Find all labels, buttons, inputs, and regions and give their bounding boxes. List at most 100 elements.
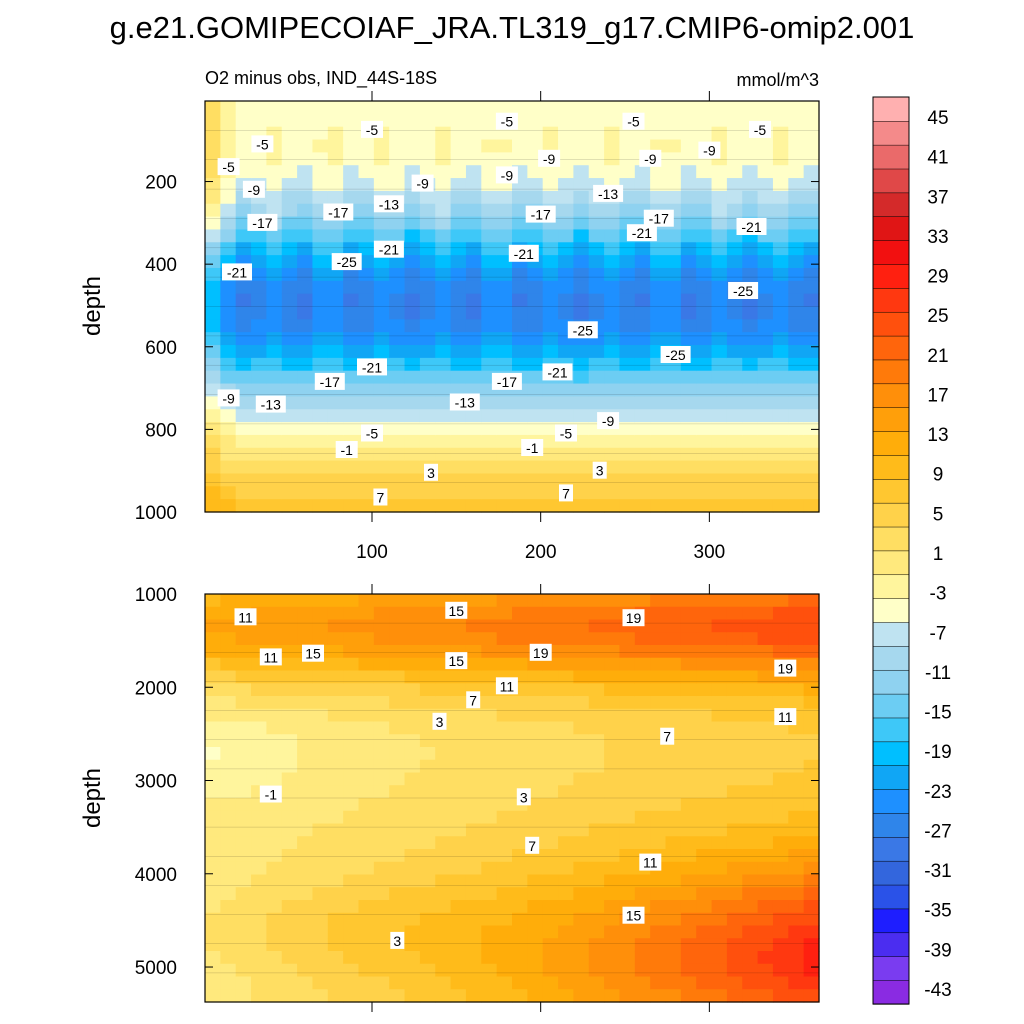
field-cell bbox=[496, 306, 513, 320]
field-cell bbox=[297, 836, 314, 850]
field-cell bbox=[312, 708, 329, 723]
field-cell bbox=[496, 645, 513, 659]
field-cell bbox=[619, 861, 636, 876]
field-cell bbox=[404, 460, 421, 475]
field-cell bbox=[772, 938, 789, 952]
field-cell bbox=[634, 101, 651, 115]
field-cell bbox=[757, 721, 774, 735]
field-cell bbox=[650, 383, 667, 397]
field-cell bbox=[665, 332, 682, 346]
field-cell bbox=[312, 632, 329, 646]
field-cell bbox=[772, 332, 789, 346]
field-cell bbox=[542, 976, 559, 990]
field-cell bbox=[481, 836, 498, 850]
field-cell bbox=[266, 101, 283, 115]
field-cell bbox=[542, 861, 559, 876]
contour-label-box bbox=[242, 180, 265, 198]
field-cell bbox=[711, 332, 728, 346]
field-cell bbox=[281, 810, 298, 825]
field-cell bbox=[450, 708, 467, 723]
field-cell bbox=[726, 594, 743, 608]
field-cell bbox=[220, 594, 237, 608]
contour-label: 15 bbox=[449, 653, 465, 669]
field-cell bbox=[726, 332, 743, 346]
field-cell bbox=[512, 772, 528, 786]
field-cell bbox=[803, 836, 820, 850]
field-cell bbox=[573, 152, 590, 166]
field-cell bbox=[650, 267, 667, 282]
field-cell bbox=[312, 319, 329, 333]
field-cell bbox=[481, 203, 498, 218]
colorbar-swatch bbox=[872, 645, 910, 671]
field-cell bbox=[297, 203, 314, 218]
field-cell bbox=[281, 925, 298, 939]
field-cell bbox=[205, 101, 221, 115]
field-cell bbox=[404, 874, 421, 888]
contour-label: -21 bbox=[547, 364, 567, 380]
field-cell bbox=[650, 190, 667, 205]
field-cell bbox=[711, 216, 728, 231]
colorbar-label: 21 bbox=[927, 346, 948, 367]
field-cell bbox=[527, 280, 544, 295]
field-cell bbox=[634, 938, 651, 952]
field-cell bbox=[711, 912, 728, 927]
field-cell bbox=[619, 255, 636, 269]
field-cell bbox=[266, 874, 283, 888]
contour-label-box bbox=[622, 112, 645, 130]
contour-label-box bbox=[361, 424, 383, 442]
field-cell bbox=[527, 113, 544, 128]
field-cell bbox=[343, 823, 360, 837]
field-cell bbox=[373, 606, 390, 621]
field-cell bbox=[450, 734, 467, 748]
field-cell bbox=[389, 409, 406, 423]
field-cell bbox=[711, 836, 728, 850]
field-cell bbox=[650, 101, 667, 115]
field-cell bbox=[726, 798, 743, 812]
field-cell bbox=[220, 434, 237, 449]
field-cell bbox=[281, 101, 298, 115]
field-cell bbox=[404, 976, 421, 990]
field-cell bbox=[650, 594, 667, 608]
field-cell bbox=[435, 925, 452, 939]
field-cell bbox=[496, 747, 513, 761]
field-cell bbox=[312, 836, 329, 850]
field-cell bbox=[788, 332, 805, 346]
field-cell bbox=[404, 434, 421, 449]
field-cell bbox=[619, 152, 636, 166]
field-cell bbox=[696, 460, 713, 475]
field-cell bbox=[220, 925, 237, 939]
field-cell bbox=[619, 670, 636, 684]
field-cell bbox=[481, 708, 498, 723]
field-cell bbox=[373, 332, 390, 346]
field-cell bbox=[680, 734, 697, 748]
field-cell bbox=[726, 683, 743, 697]
field-cell bbox=[205, 345, 221, 359]
field-cell bbox=[665, 925, 682, 939]
field-cell bbox=[266, 772, 283, 786]
field-cell bbox=[235, 938, 252, 952]
field-cell bbox=[312, 306, 329, 320]
field-cell bbox=[772, 632, 789, 646]
field-cell bbox=[266, 734, 283, 748]
field-cell bbox=[465, 657, 482, 672]
field-cell bbox=[803, 255, 820, 269]
field-cell bbox=[205, 989, 221, 1003]
field-cell bbox=[373, 670, 390, 684]
contour-label-box bbox=[445, 601, 468, 619]
field-cell bbox=[588, 810, 605, 825]
field-cell bbox=[604, 606, 621, 621]
field-cell bbox=[742, 989, 759, 1003]
field-cell bbox=[205, 759, 221, 774]
field-cell bbox=[312, 190, 329, 205]
field-cell bbox=[358, 242, 375, 256]
field-cell bbox=[711, 229, 728, 243]
field-cell bbox=[604, 785, 621, 799]
field-cell bbox=[343, 670, 360, 684]
field-cell bbox=[358, 396, 375, 410]
field-cell bbox=[803, 645, 820, 659]
contour-label-box bbox=[521, 439, 544, 456]
contour-label-box bbox=[508, 244, 539, 262]
field-cell bbox=[788, 976, 805, 990]
colorbar-swatch bbox=[872, 765, 910, 790]
